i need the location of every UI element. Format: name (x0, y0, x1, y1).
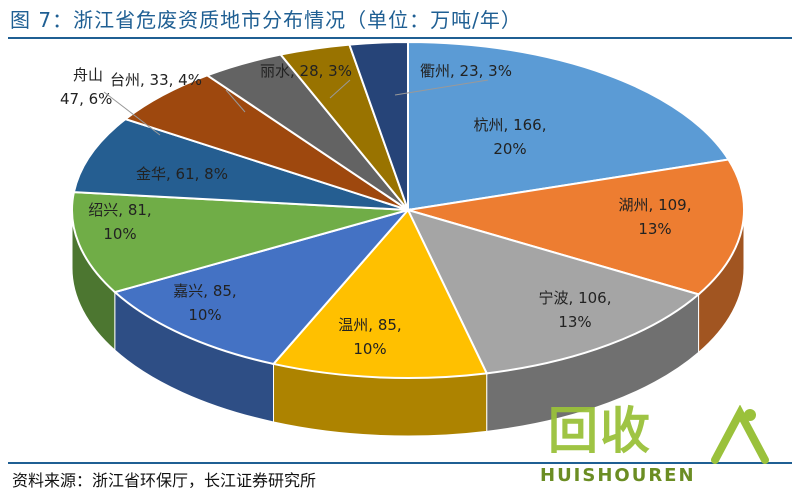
pie-slice-jiaxing (112, 208, 411, 366)
footer-rule (8, 462, 792, 464)
percent-label-wenzhou: 10% (353, 340, 386, 358)
watermark-text: HUISHOUREN (540, 465, 696, 486)
data-label-huzhou: 湖州, 109, (619, 196, 692, 214)
pie-slice-huzhou (407, 158, 745, 296)
source-note: 资料来源：浙江省环保厅，长江证券研究所 (12, 471, 317, 490)
recycle-person-icon (711, 405, 769, 464)
chart-title: 图 7：浙江省危废资质地市分布情况（单位：万吨/年） (10, 8, 522, 32)
percent-label-shaoxing: 10% (103, 225, 136, 243)
pie-slice-ningbo (406, 208, 701, 375)
percent-label-jiaxing: 10% (188, 306, 221, 324)
title-rule (8, 37, 792, 39)
data-label-jinhua: 金华, 61, 8% (136, 165, 228, 183)
leader-line (394, 79, 489, 96)
data-label-quzhou: 衢州, 23, 3% (420, 62, 512, 80)
watermark: 回收 HUISHOUREN (530, 395, 790, 495)
data-label-zhoushan: 47, 6% (60, 90, 112, 108)
pie-slice-hangzhou (407, 40, 731, 212)
leader-line (103, 91, 161, 136)
data-label-lishui: 丽水, 28, 3% (260, 62, 352, 80)
data-label-hangzhou: 杭州, 166, (474, 116, 547, 134)
data-label-jiaxing: 嘉兴, 85, (173, 282, 236, 300)
percent-label-hangzhou: 20% (493, 140, 526, 158)
pie-slice-wenzhou (271, 208, 489, 379)
pie-chart: 杭州, 166, 20% 湖州, 109, 13% 宁波, 106, 13% 温州, 85,… (60, 40, 745, 437)
pie-slice-jinhua (72, 117, 409, 211)
data-label-wenzhou: 温州, 85, (338, 316, 401, 334)
data-label-taizhou: 台州, 33, 4% (110, 71, 202, 89)
percent-label-ningbo: 13% (558, 313, 591, 331)
leader-line (329, 79, 351, 99)
data-label-ningbo: 宁波, 106, (539, 289, 612, 307)
watermark-logo: 回收 (548, 402, 652, 460)
data-label-zhoushan-name: 舟山 (73, 66, 103, 84)
leader-line (225, 89, 246, 113)
data-label-shaoxing: 绍兴, 81, (88, 201, 151, 219)
percent-label-huzhou: 13% (638, 220, 671, 238)
pie-slice-quzhou (348, 40, 409, 211)
pie-slice-shaoxing (71, 191, 409, 294)
